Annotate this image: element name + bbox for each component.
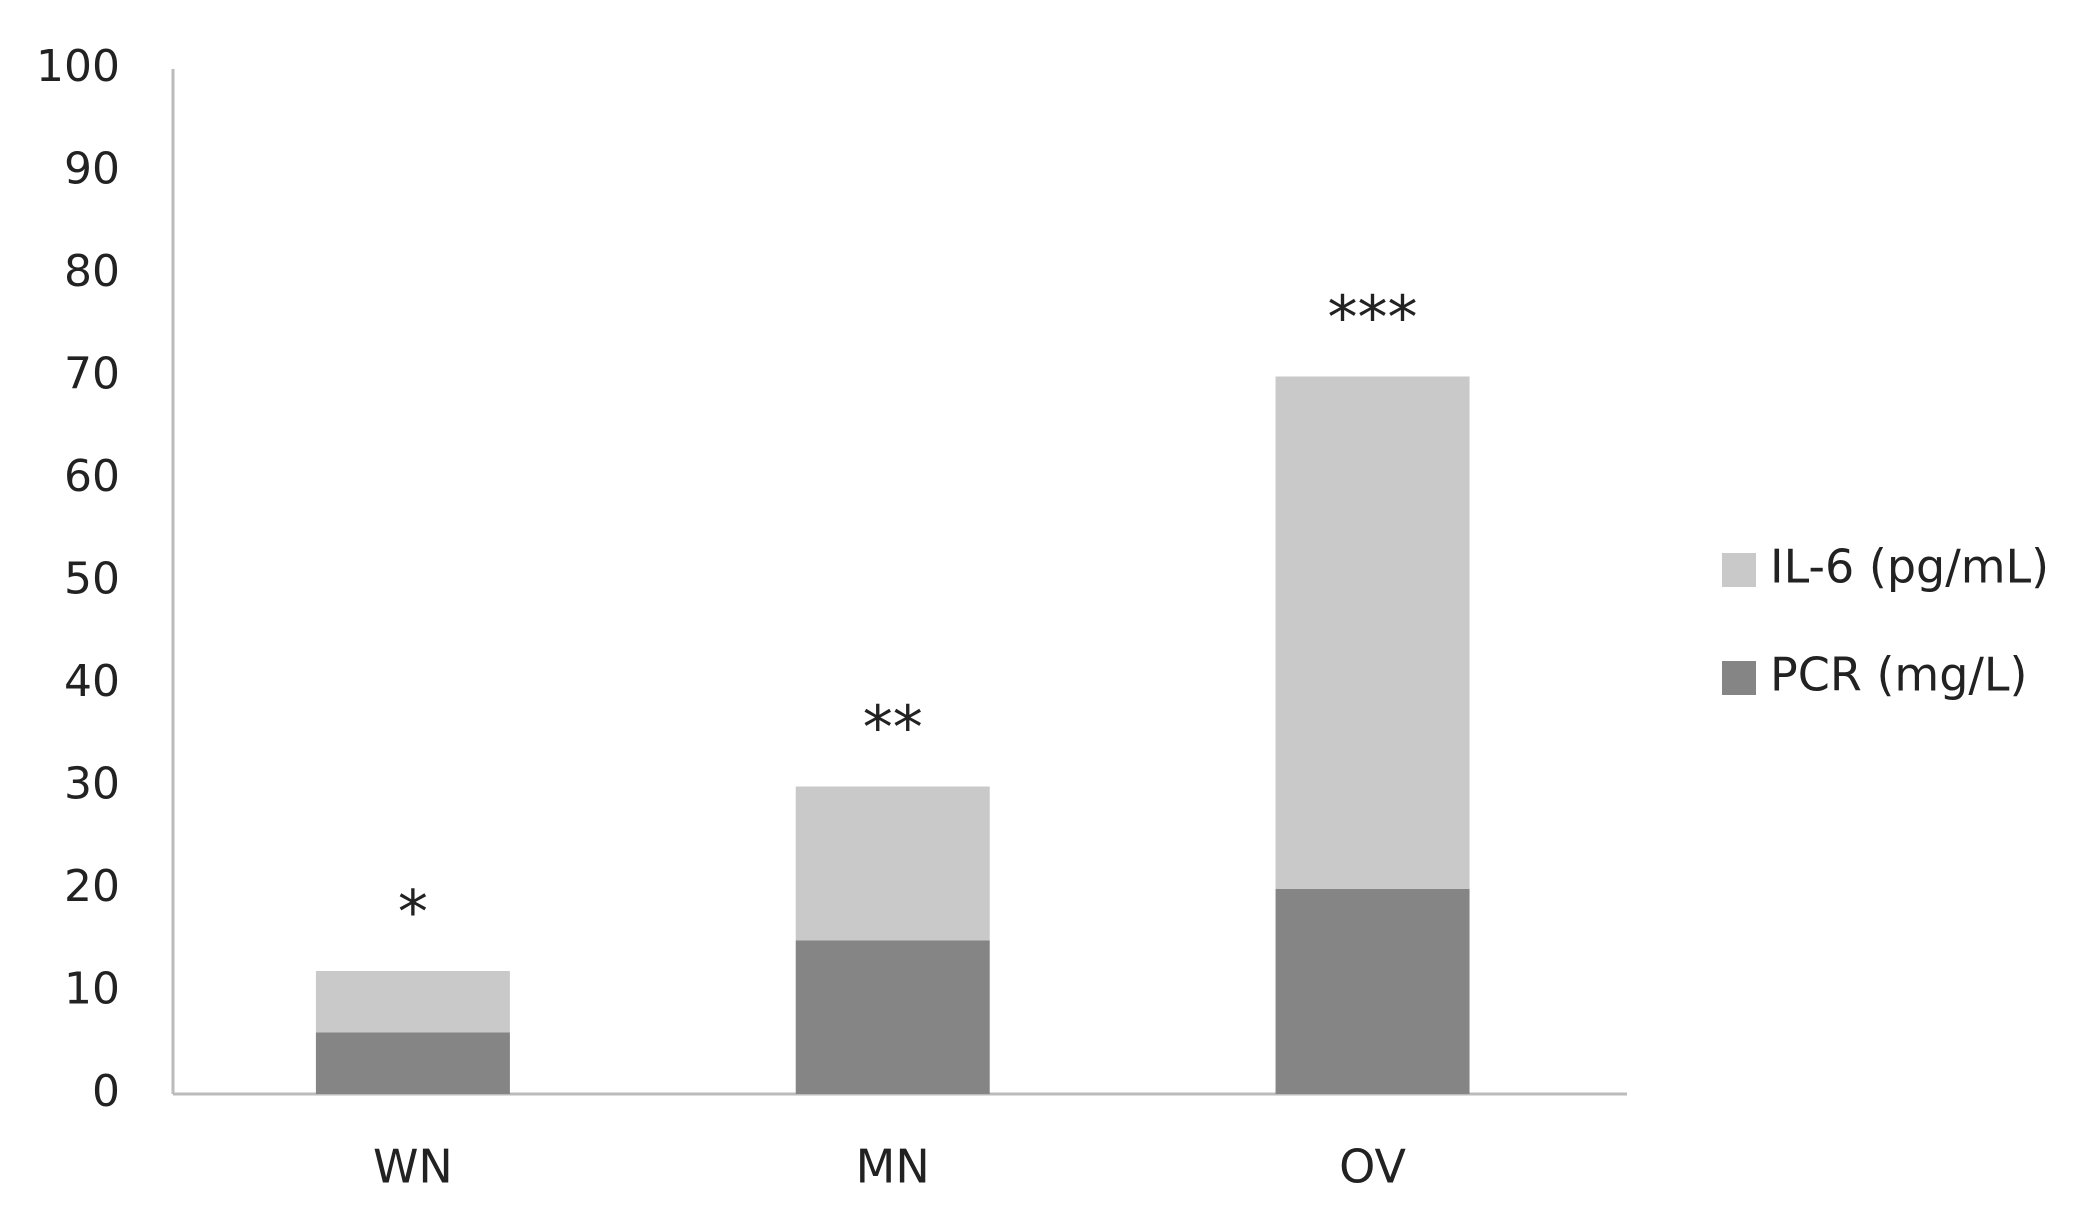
y-tick-label: 70 [64,349,120,400]
legend-swatch [1722,661,1756,695]
bar-segment [1275,376,1470,889]
y-tick-label: 0 [92,1066,120,1117]
bar-segment [315,971,510,1033]
y-tick-label: 80 [64,246,120,297]
bar-segment [315,1032,510,1094]
bar-segment [795,786,990,941]
y-tick-label: 50 [64,554,120,605]
y-tick-label: 60 [64,451,120,502]
bar-segment [1275,889,1470,1094]
x-tick-label: WN [373,1140,453,1194]
y-tick-label: 30 [64,759,120,810]
significance-label: ** [863,693,923,763]
y-tick-label: 100 [36,41,120,92]
x-tick-label: MN [856,1140,930,1194]
legend-label: IL-6 (pg/mL) [1770,540,2049,594]
y-tick-label: 20 [64,861,120,912]
y-tick-label: 40 [64,656,120,707]
y-tick-label: 90 [64,144,120,195]
y-tick-label: 10 [64,964,120,1015]
significance-label: * [398,878,428,948]
legend-swatch [1722,553,1756,587]
significance-label: *** [1328,283,1418,353]
legend-label: PCR (mg/L) [1770,648,2027,702]
bar-segment [795,940,990,1094]
x-tick-label: OV [1339,1140,1406,1194]
